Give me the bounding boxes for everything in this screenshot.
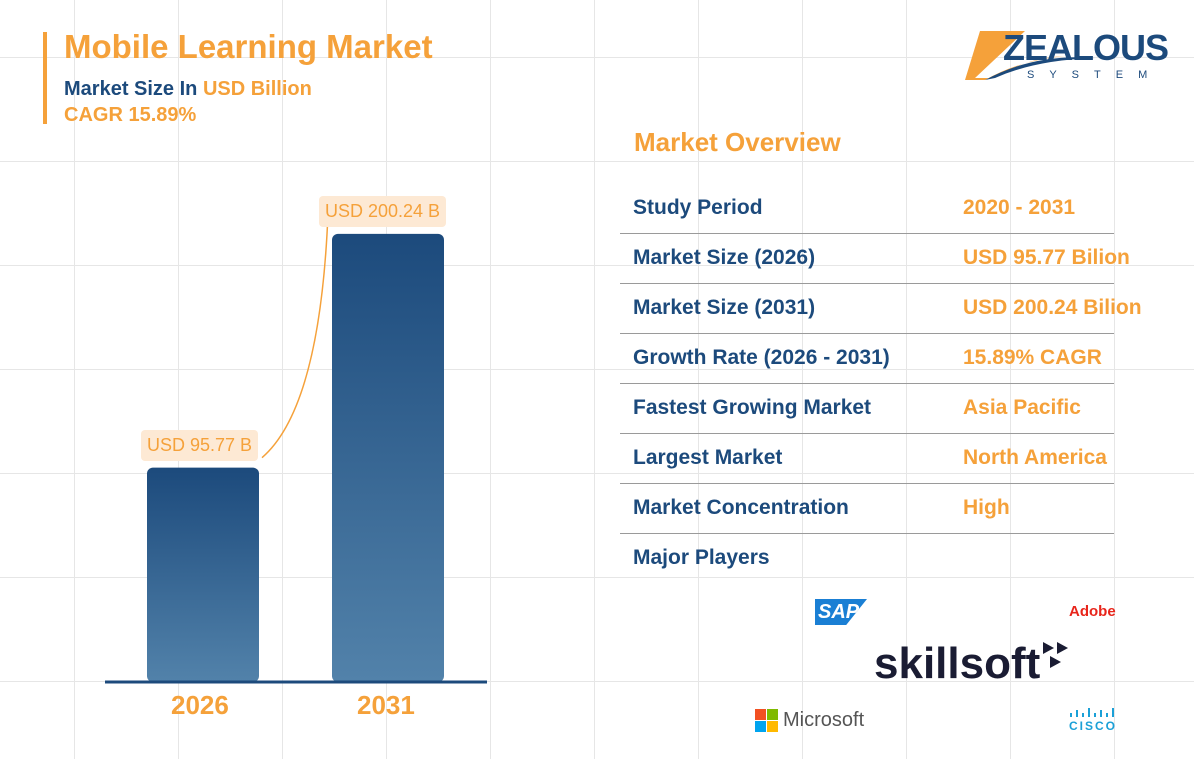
microsoft-windows-icon <box>755 709 778 732</box>
cisco-bars-icon <box>1070 708 1114 717</box>
overview-value: Asia Pacific <box>963 396 1081 419</box>
zealous-logo: ZEALOUS SYSTEM <box>965 27 1169 84</box>
bar-2031 <box>332 233 444 682</box>
brand-name: ZEALOUS <box>1003 27 1169 68</box>
overview-key: Market Size (2026) <box>633 246 816 269</box>
overview-key: Study Period <box>633 196 763 219</box>
microsoft-logo: Microsoft <box>755 709 864 732</box>
overview-key: Market Concentration <box>633 496 849 519</box>
overview-title: Market Overview <box>634 127 841 157</box>
sap-logo: SAP <box>815 599 867 625</box>
overview-row: Market Concentration High <box>620 483 1114 534</box>
skillsoft-arrows-icon <box>1043 642 1069 668</box>
adobe-logo: Adobe <box>1069 603 1116 620</box>
x-tick-2026: 2026 <box>171 690 229 720</box>
brand-tagline: SYSTEM <box>1027 69 1163 81</box>
overview-key: Growth Rate (2026 - 2031) <box>633 346 890 369</box>
overview-row: Largest Market North America <box>620 433 1114 484</box>
overview-key: Largest Market <box>633 446 783 469</box>
cisco-logo: CISCO <box>1068 708 1118 733</box>
overview-value: North America <box>963 446 1107 469</box>
skillsoft-logo: skillsoft <box>874 640 1073 688</box>
overview-value: High <box>963 496 1010 519</box>
overview-value: 15.89% CAGR <box>963 346 1102 369</box>
page-title: Mobile Learning Market <box>64 28 433 65</box>
overview-row: Growth Rate (2026 - 2031) 15.89% CAGR <box>620 333 1114 384</box>
subtitle: Market Size In USD Billion <box>64 78 312 100</box>
overview-row: Major Players <box>620 533 1114 583</box>
zealous-swoosh-icon <box>965 31 1095 80</box>
overview-key: Market Size (2031) <box>633 296 816 319</box>
overview-row: Market Size (2031) USD 200.24 Bilion <box>620 283 1142 334</box>
overview-key: Major Players <box>633 546 770 569</box>
overview-value: USD 200.24 Bilion <box>963 296 1142 319</box>
overview-row: Study Period 2020 - 2031 <box>620 183 1114 234</box>
overview-value: USD 95.77 Bilion <box>963 246 1130 269</box>
overview-key: Fastest Growing Market <box>633 396 872 419</box>
overview-row: Market Size (2026) USD 95.77 Bilion <box>620 233 1130 284</box>
growth-arrow <box>261 213 329 459</box>
x-tick-2031: 2031 <box>357 690 415 720</box>
overview-row: Fastest Growing Market Asia Pacific <box>620 383 1114 434</box>
data-label-2026: USD 95.77 B <box>141 429 259 461</box>
overview-value: 2020 - 2031 <box>963 196 1076 219</box>
cagr-label: CAGR 15.89% <box>64 104 197 126</box>
bar-chart <box>105 213 487 684</box>
title-accent-bar <box>43 32 47 124</box>
bar-2026 <box>147 467 259 682</box>
data-label-2031: USD 200.24 B <box>319 195 447 227</box>
